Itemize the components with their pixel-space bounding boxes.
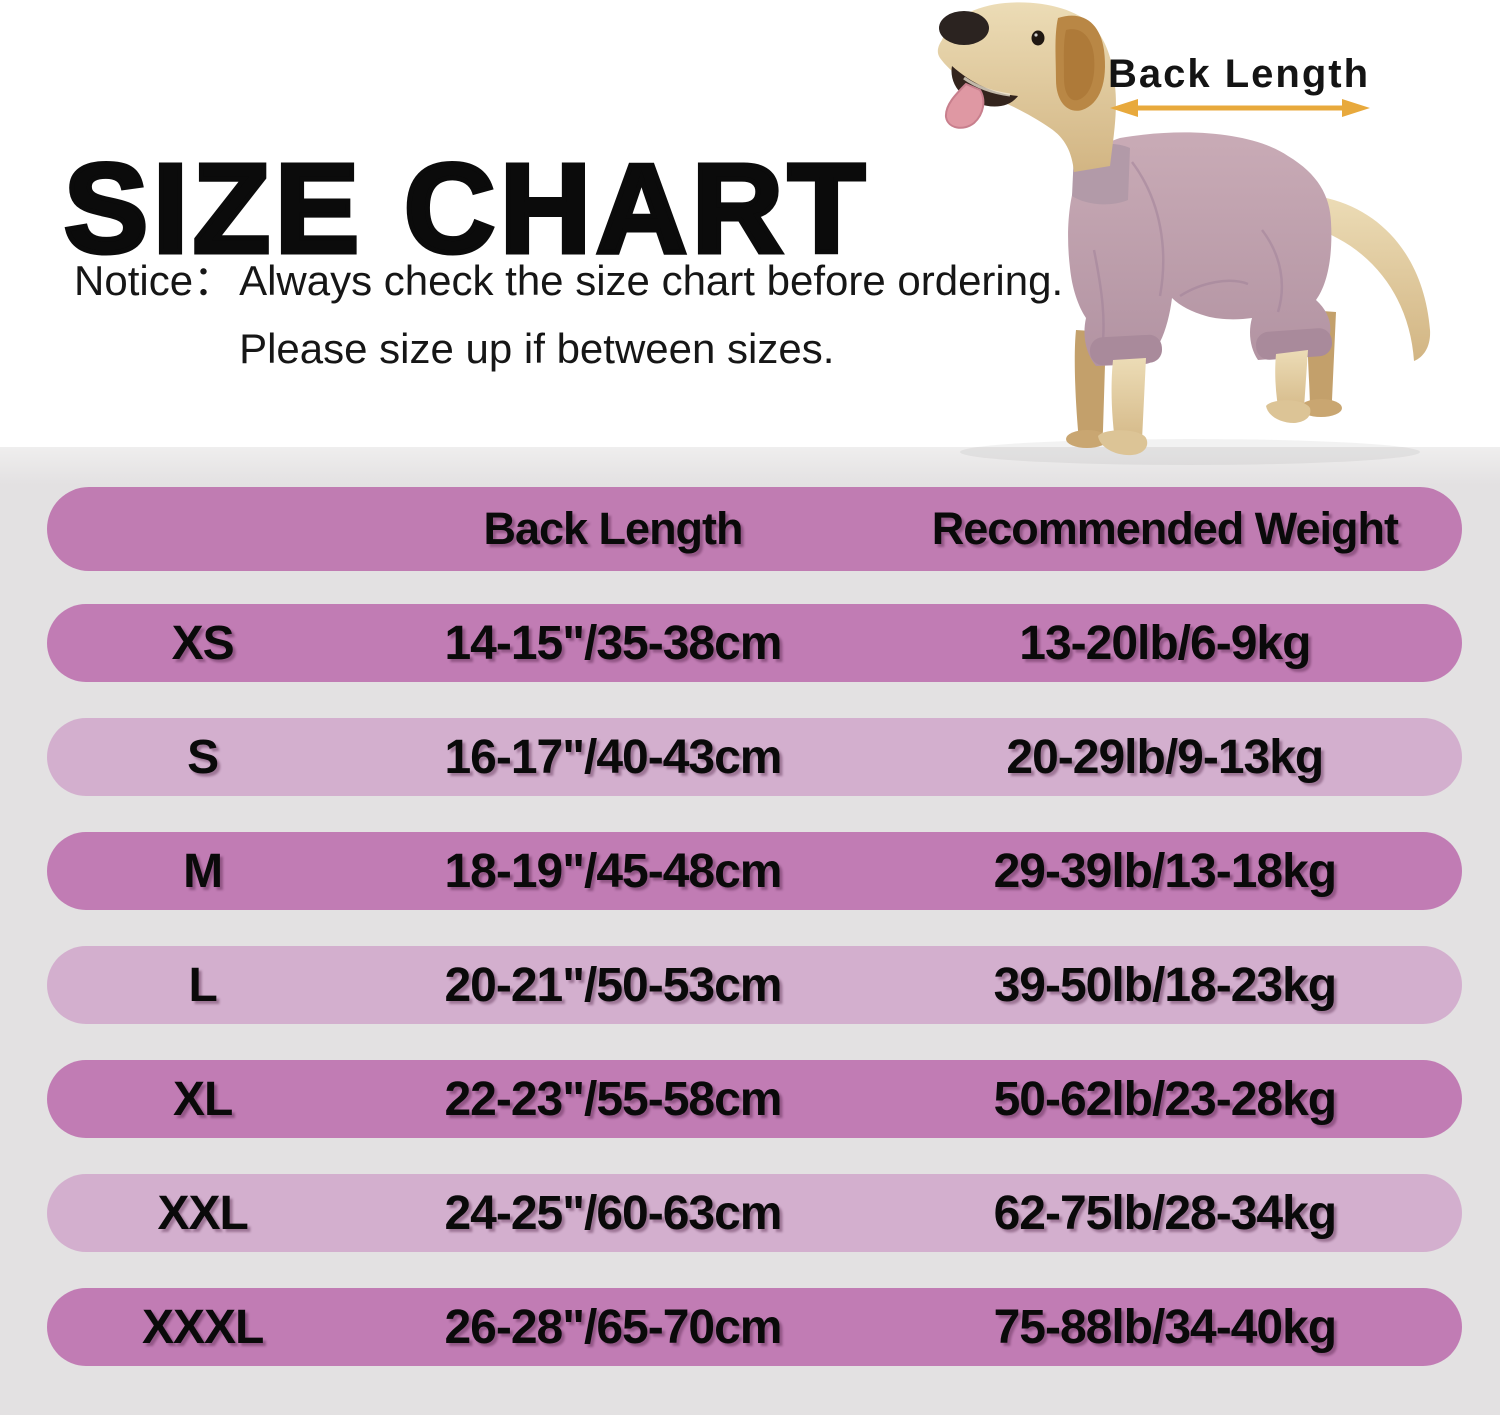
pajama-hind-cuff bbox=[1255, 328, 1333, 360]
dog-tongue bbox=[944, 82, 985, 129]
table-row: M 18-19"/45-48cm 29-39lb/13-18kg bbox=[47, 832, 1462, 910]
back-length-value: 18-19"/45-48cm bbox=[444, 844, 782, 898]
size-label: XXXL bbox=[141, 1300, 264, 1354]
header-weight: Recommended Weight bbox=[931, 503, 1399, 554]
notice-block: Notice： Always check the size chart befo… bbox=[74, 247, 1063, 383]
dog-front-paw bbox=[1098, 430, 1148, 456]
pajama-front-cuff bbox=[1089, 334, 1163, 366]
back-length-value: 16-17"/40-43cm bbox=[444, 730, 782, 784]
dog-measurement-figure: Back Length bbox=[880, 0, 1500, 492]
size-label: XS bbox=[171, 616, 235, 670]
table-header-row: Back Length Recommended Weight bbox=[47, 487, 1462, 571]
back-length-value: 20-21"/50-53cm bbox=[444, 958, 782, 1012]
table-row: XXL 24-25"/60-63cm 62-75lb/28-34kg bbox=[47, 1174, 1462, 1252]
dog-far-hind-paw bbox=[1300, 399, 1342, 417]
dog-front-leg bbox=[1111, 358, 1146, 452]
table-row: S 16-17"/40-43cm 20-29lb/9-13kg bbox=[47, 718, 1462, 796]
dog-illustration bbox=[937, 2, 1431, 465]
dog-hind-paw bbox=[1266, 400, 1311, 423]
floor-shadow bbox=[960, 439, 1420, 465]
back-length-value: 22-23"/55-58cm bbox=[444, 1072, 782, 1126]
dog-teeth bbox=[963, 76, 1011, 97]
back-length-arrow-icon bbox=[1110, 99, 1370, 117]
size-label: XXL bbox=[157, 1186, 248, 1240]
table-row: L 20-21"/50-53cm 39-50lb/18-23kg bbox=[47, 946, 1462, 1024]
weight-value: 39-50lb/18-23kg bbox=[993, 958, 1338, 1012]
table-row: XS 14-15"/35-38cm 13-20lb/6-9kg bbox=[47, 604, 1462, 682]
notice-line-1: Always check the size chart before order… bbox=[239, 257, 1064, 304]
size-label: XL bbox=[172, 1072, 233, 1126]
size-table: Back Length Recommended Weight XS 14-15"… bbox=[47, 487, 1462, 1366]
weight-value: 50-62lb/23-28kg bbox=[993, 1072, 1338, 1126]
dog-eye bbox=[1031, 30, 1045, 46]
weight-value: 62-75lb/28-34kg bbox=[993, 1186, 1338, 1240]
page-title: SIZE CHART bbox=[62, 136, 870, 282]
dog-nose bbox=[939, 11, 989, 45]
back-length-value: 14-15"/35-38cm bbox=[444, 616, 782, 670]
weight-value: 29-39lb/13-18kg bbox=[993, 844, 1338, 898]
notice-line-2: Please size up if between sizes. bbox=[239, 325, 835, 372]
weight-value: 13-20lb/6-9kg bbox=[1019, 616, 1311, 670]
back-length-value: 24-25"/60-63cm bbox=[444, 1186, 782, 1240]
dog-ear-inner bbox=[1063, 29, 1095, 101]
size-label: L bbox=[188, 958, 217, 1012]
header-back-length: Back Length bbox=[483, 503, 743, 554]
weight-value: 75-88lb/34-40kg bbox=[993, 1300, 1338, 1354]
size-label: M bbox=[183, 844, 223, 898]
back-length-label: Back Length bbox=[1108, 52, 1371, 96]
pajama-body bbox=[1068, 132, 1332, 366]
table-row: XXXL 26-28"/65-70cm 75-88lb/34-40kg bbox=[47, 1288, 1462, 1366]
size-label: S bbox=[187, 730, 219, 784]
notice-label: Notice： bbox=[74, 257, 236, 304]
table-row: XL 22-23"/55-58cm 50-62lb/23-28kg bbox=[47, 1060, 1462, 1138]
dog-tail bbox=[1308, 196, 1431, 361]
weight-value: 20-29lb/9-13kg bbox=[1006, 730, 1324, 784]
dog-far-front-paw bbox=[1066, 430, 1108, 448]
notice-lines: Always check the size chart before order… bbox=[239, 247, 1063, 383]
back-length-value: 26-28"/65-70cm bbox=[444, 1300, 782, 1354]
dog-eye-glint bbox=[1034, 33, 1038, 37]
